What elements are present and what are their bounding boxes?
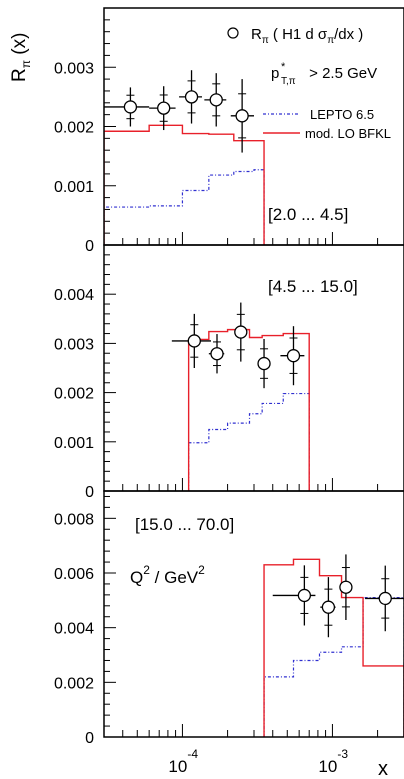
data-point	[339, 580, 353, 594]
lepto-histogram	[104, 169, 265, 245]
panel-2: 0 0.001 0.002 0.003 0.004 [4.5 ... 15.0]	[54, 244, 404, 501]
legend-data-rest2: /dx )	[334, 26, 363, 43]
y-tick-label: 0.001	[54, 435, 94, 452]
y-tick-label: 0.002	[54, 120, 94, 137]
data-point	[157, 101, 171, 115]
panel-1: 0 0.001 0.002 0.003 [2.0 ... 4.5]	[54, 7, 404, 255]
legend-data-text: R	[251, 26, 262, 43]
y-tick-label: 0.002	[54, 386, 94, 403]
pt-cut-main: p	[271, 65, 279, 82]
y-tick-label: 0	[85, 238, 94, 255]
y-tick-label: 0.006	[54, 566, 94, 583]
y-axis-label: Rπ (x)	[9, 33, 33, 82]
q2-main: Q	[130, 568, 143, 587]
data-point	[210, 347, 224, 361]
x-tick-exponent: -3	[337, 747, 348, 761]
data-point	[234, 325, 248, 339]
pt-cut-rest: > 2.5 GeV	[305, 65, 377, 82]
q2-rest: / GeV	[150, 568, 199, 587]
data-point	[257, 356, 271, 371]
y-axis-label-suffix: (x)	[9, 33, 30, 60]
y-tick-label: 0	[85, 484, 94, 501]
panel-frame	[103, 490, 404, 738]
y-tick-label: 0.003	[54, 60, 94, 77]
legend-lepto-label: LEPTO 6.5	[310, 107, 374, 122]
y-tick-label: 0.001	[54, 179, 94, 196]
pt-cut-label: p * T,π > 2.5 GeV	[271, 61, 377, 87]
legend-data-sub: π	[262, 35, 269, 46]
legend-data-rest: ( H1 d σ	[269, 26, 328, 43]
lepto-histogram	[188, 392, 310, 491]
panel-frame	[103, 244, 404, 492]
q2-sup2: 2	[198, 563, 205, 577]
data-point	[321, 600, 336, 614]
data-point	[184, 90, 199, 104]
data-point	[209, 93, 223, 107]
x-tick-base: 10	[318, 757, 337, 776]
pt-cut-sup: *	[281, 61, 286, 73]
pt-cut-sub: T,π	[281, 76, 296, 87]
data-point	[235, 109, 249, 123]
bfkl-histogram	[104, 124, 265, 245]
panel-3: 0 0.002 0.004 0.006 0.008 [15.0 ... 70.0]	[54, 490, 404, 747]
y-tick-label: 0.002	[54, 675, 94, 692]
legend-data-label: Rπ ( H1 d σπ/dx )	[251, 26, 363, 46]
bfkl-histogram	[187, 328, 310, 491]
q2-range-label: [4.5 ... 15.0]	[268, 277, 358, 296]
data-point	[123, 100, 138, 114]
y-tick-label: 0.008	[54, 511, 94, 528]
panels-layer: 0 0.001 0.002 0.003 [2.0 ... 4.5] 0 0.001 0.002…	[54, 7, 404, 776]
legend-data-marker	[227, 27, 239, 39]
data-point	[286, 349, 301, 363]
q2-label: Q2 / GeV2	[130, 563, 205, 587]
y-axis-label-main: R	[9, 68, 30, 82]
x-tick-base: 10	[168, 757, 187, 776]
q2-range-label: [15.0 ... 70.0]	[135, 515, 234, 534]
y-tick-label: 0.004	[54, 621, 94, 638]
legend-bfkl-label: mod. LO BFKL	[305, 126, 391, 141]
x-tick-label: 10-4	[168, 747, 198, 776]
y-axis-label-sub: π	[19, 60, 33, 68]
data-point	[187, 334, 201, 348]
y-tick-label: 0.004	[54, 287, 94, 304]
lepto-histogram	[263, 597, 404, 737]
x-axis-label: x	[378, 758, 388, 779]
q2-sup: 2	[143, 563, 150, 577]
x-tick-exponent: -4	[187, 747, 198, 761]
bfkl-histogram	[263, 558, 404, 737]
y-tick-label: 0	[85, 730, 94, 747]
legend-data-sub2: π	[327, 35, 334, 46]
y-tick-label: 0.003	[54, 336, 94, 353]
data-point	[378, 591, 392, 606]
data-point	[297, 588, 312, 603]
x-tick-label: 10-3	[318, 747, 348, 776]
q2-range-label: [2.0 ... 4.5]	[268, 205, 348, 224]
